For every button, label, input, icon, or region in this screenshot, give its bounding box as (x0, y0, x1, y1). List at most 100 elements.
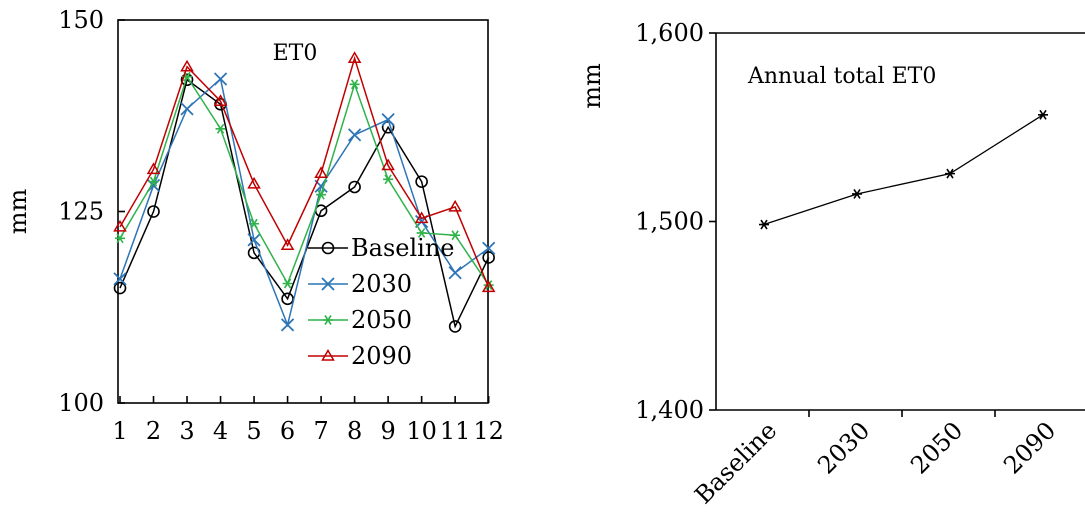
data-point-annual-stroke (852, 189, 862, 199)
data-point-2050-stroke (416, 228, 427, 238)
data-point-2050-stroke (383, 174, 394, 185)
data-point-2090-stroke (113, 219, 127, 232)
data-point-2030-stroke (213, 72, 228, 86)
data-point-2090 (280, 238, 295, 250)
data-point-2090 (113, 219, 127, 232)
y-tick-label: 100 (58, 389, 104, 417)
data-point-2050 (282, 278, 293, 289)
data-point-2050 (316, 189, 327, 200)
y-axis-label: mm (4, 189, 32, 235)
data-point-2090-stroke (213, 94, 228, 106)
series-line-2030 (119, 77, 490, 328)
legend-label: 2030 (351, 270, 412, 298)
data-point-2090-stroke (247, 176, 261, 189)
y-tick-label: 125 (58, 198, 104, 226)
data-point-baseline (113, 281, 127, 295)
x-tick-label: 7 (313, 417, 328, 445)
data-point-2030-stroke (381, 112, 395, 127)
y-tick-label: 1,500 (635, 208, 704, 236)
legend-label: Baseline (351, 234, 454, 262)
data-point-2050-stroke (215, 123, 226, 134)
data-point-2090 (180, 59, 194, 72)
data-point-2090 (213, 94, 228, 106)
x-tick-label: 12 (473, 417, 504, 445)
x-tick-label: 2030 (812, 416, 875, 479)
data-point-2090-stroke (347, 51, 362, 64)
data-point-2090 (448, 199, 462, 212)
data-point-2030 (381, 112, 395, 127)
data-point-2030-stroke (448, 266, 462, 280)
x-tick-label: 4 (213, 417, 228, 445)
series-line-2090 (119, 55, 490, 288)
data-point-annual-stroke (945, 168, 955, 179)
data-point-2050 (249, 218, 260, 229)
data-point-2090 (481, 280, 496, 293)
data-point-2050 (115, 233, 125, 244)
x-tick-label: 10 (406, 417, 437, 445)
data-point-baseline (482, 251, 495, 264)
data-point-2090 (347, 51, 362, 64)
data-point-annual (1038, 109, 1048, 120)
x-tick-label: 2090 (998, 416, 1061, 479)
data-point-baseline (281, 292, 294, 306)
annual-et0-chart: 1,400 1,500 1,600 Baseline 2030 2050 2090 mm Ann… (578, 19, 1085, 509)
x-tick-label: 8 (347, 417, 362, 445)
data-point-2050 (349, 79, 360, 90)
data-point-2090 (314, 166, 328, 178)
data-point-baseline (415, 175, 428, 188)
data-point-baseline (348, 180, 361, 194)
legend-marker-stroke (321, 277, 335, 291)
data-point-2090-stroke (448, 199, 462, 212)
legend-label: 2050 (351, 306, 412, 334)
data-point-2050 (215, 123, 226, 134)
legend-label: 2090 (351, 342, 412, 370)
data-point-2050-stroke (316, 189, 327, 200)
x-tick-label: 11 (440, 417, 471, 445)
chart-title: Annual total ET0 (747, 64, 936, 89)
data-point-annual (945, 168, 955, 179)
data-point-baseline (448, 320, 462, 333)
data-point-2030 (247, 233, 261, 247)
data-point-2050 (416, 228, 427, 238)
x-tick-label: 9 (380, 417, 395, 445)
data-point-2050-stroke (349, 79, 360, 90)
data-point-2050-stroke (249, 218, 260, 229)
data-point-2050-stroke (282, 278, 293, 289)
x-tick-label: 5 (246, 417, 261, 445)
y-tick-label: 1,600 (635, 19, 704, 47)
legend-marker (323, 315, 333, 325)
data-point-2090 (247, 176, 261, 189)
data-point-2090-stroke (146, 162, 161, 175)
data-point-2030 (448, 266, 462, 280)
data-point-2090-stroke (314, 166, 328, 178)
data-point-2030 (347, 128, 362, 142)
data-point-2030-stroke (482, 241, 496, 255)
data-point-2050 (148, 176, 159, 187)
y-tick-label: 150 (58, 6, 104, 34)
data-point-2030-stroke (247, 233, 261, 247)
data-point-2050-stroke (115, 233, 125, 244)
data-point-2090 (381, 158, 395, 171)
data-point-baseline (180, 73, 194, 87)
legend-marker-stroke (321, 349, 335, 361)
data-point-2090-stroke (180, 59, 194, 72)
chart-title: ET0 (273, 41, 318, 66)
series-line-2050 (119, 74, 490, 286)
data-point-2090-stroke (280, 238, 295, 250)
data-point-annual-stroke (759, 219, 769, 230)
data-point-2030 (280, 318, 295, 332)
data-point-2030-stroke (280, 318, 295, 332)
data-point-2090 (414, 211, 429, 224)
legend-marker (321, 349, 335, 361)
data-point-2050 (383, 174, 394, 185)
data-point-baseline (147, 205, 160, 218)
legend-marker (321, 277, 335, 291)
data-point-2030-stroke (180, 102, 194, 116)
x-tick-label: 6 (280, 417, 295, 445)
data-point-2030 (482, 241, 496, 255)
x-tick-label: 2050 (905, 416, 968, 479)
x-tick-label: 3 (179, 417, 194, 445)
legend-marker-stroke (323, 315, 333, 325)
